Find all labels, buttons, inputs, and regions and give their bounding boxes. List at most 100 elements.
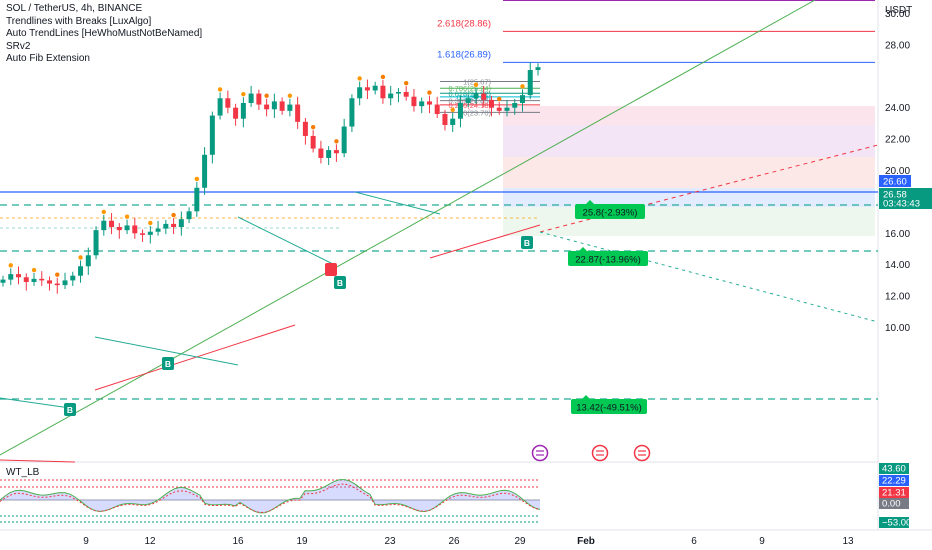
- candle-body: [23, 277, 29, 282]
- candle-body: [78, 266, 84, 276]
- target-tag: [568, 251, 648, 266]
- candle-body: [240, 102, 246, 119]
- indicator-srv2[interactable]: SRv2: [6, 40, 31, 52]
- price-tick: 20.00: [885, 166, 910, 177]
- buy-marker: [521, 236, 533, 249]
- symbol-title[interactable]: SOL / TetherUS, 4h, BINANCE: [6, 3, 143, 14]
- osc-value-label: 22.29: [882, 476, 906, 487]
- candle-body: [341, 126, 347, 154]
- price-axis-unit: USDT: [885, 5, 912, 16]
- pivot-dot: [380, 74, 386, 80]
- price-tag-last-label: 26.58: [883, 190, 907, 201]
- osc-value-tag: [879, 517, 909, 528]
- fib-label: 1.618(26.89): [437, 49, 491, 60]
- candle-body: [186, 211, 192, 220]
- candle-body: [233, 107, 239, 119]
- osc-value-label: 43.60: [882, 464, 906, 475]
- candles-group: [0, 62, 541, 294]
- pivot-dot: [8, 263, 13, 268]
- price-tag-current: [879, 175, 911, 187]
- fib-zone-2618: [503, 157, 875, 188]
- price-tick: 14.00: [885, 260, 910, 271]
- candle-body: [457, 102, 463, 119]
- candle-body: [349, 98, 355, 127]
- candle-body: [450, 118, 456, 125]
- candle-body: [31, 278, 37, 282]
- candle-body: [0, 279, 6, 283]
- pivot-dot: [217, 87, 223, 92]
- candle-body: [178, 219, 184, 228]
- fib-label: 0.786(25.24): [448, 84, 491, 93]
- osc-value-tag: [879, 463, 909, 474]
- fib-label: 0(23.70): [463, 108, 491, 117]
- candle-body: [488, 99, 494, 108]
- us-flag-event-icon[interactable]: [591, 444, 609, 462]
- pivot-dot: [403, 80, 409, 86]
- indicator-auto-fib-extension[interactable]: Auto Fib Extension: [6, 53, 90, 65]
- fib-label: 0.618(24.92): [448, 89, 491, 98]
- candle-body: [70, 275, 76, 281]
- oscillator-name[interactable]: WT_LB: [6, 467, 40, 478]
- time-tick: 9: [83, 536, 89, 547]
- candle-body: [202, 154, 208, 188]
- candle-body: [217, 98, 223, 116]
- pivot-dot: [334, 139, 339, 144]
- lightning-event-icon[interactable]: [531, 444, 549, 462]
- candle-body: [426, 101, 432, 105]
- pivot-dot: [427, 90, 432, 95]
- buy-marker-label: B: [337, 278, 343, 288]
- time-tick: 6: [691, 536, 697, 547]
- osc-value-label: 0.00: [882, 499, 901, 510]
- us-flag-event-icon[interactable]: [633, 444, 651, 462]
- fib-label: 1(25.67): [463, 77, 491, 86]
- candle-body: [473, 93, 479, 99]
- candle-body: [279, 101, 285, 111]
- time-tick: 19: [296, 536, 308, 547]
- candle-body: [264, 104, 270, 110]
- pivot-dot: [287, 93, 293, 98]
- fib-zone-4236: [503, 106, 875, 125]
- pivot-dot: [31, 267, 37, 273]
- pivot-dot: [450, 107, 455, 113]
- candle-body: [419, 101, 425, 107]
- pivot-dot: [357, 76, 362, 81]
- candle-body: [93, 230, 99, 256]
- indicator-auto-trendlines[interactable]: Auto TrendLines [HeWhoMustNotBeNamed]: [6, 28, 203, 40]
- time-tick: 16: [232, 536, 244, 547]
- pivot-dot: [78, 255, 83, 260]
- pivot-dot: [473, 82, 479, 87]
- candle-body: [434, 104, 440, 114]
- candle-body: [403, 92, 409, 97]
- candle-body: [109, 220, 115, 228]
- time-tick: 13: [842, 536, 854, 547]
- pivot-dot: [101, 209, 106, 215]
- resistance-trend-3: [354, 191, 441, 215]
- target-tag: [571, 399, 647, 414]
- target-tag-pointer: [579, 247, 587, 251]
- osc-value-tag: [879, 498, 909, 509]
- candle-body: [47, 280, 53, 284]
- target-label: 13.42(-49.51%): [576, 403, 641, 414]
- indicator-trendlines-luxalgo[interactable]: Trendlines with Breaks [LuxAlgo]: [6, 15, 152, 27]
- candle-body: [116, 227, 122, 231]
- support-trend-red-2: [429, 224, 541, 259]
- price-tick: 10.00: [885, 323, 910, 334]
- candle-body: [388, 93, 394, 99]
- candle-body: [194, 187, 200, 212]
- candle-body: [318, 148, 324, 158]
- price-tick: 30.00: [885, 9, 910, 20]
- projection-line-green: [539, 231, 879, 323]
- candle-body: [54, 283, 60, 286]
- candle-body: [380, 85, 386, 99]
- buy-marker-label: B: [524, 238, 530, 248]
- pivot-dot: [520, 84, 525, 89]
- buy-marker: [334, 276, 346, 289]
- price-tick: 12.00: [885, 292, 910, 303]
- candle-body: [62, 280, 68, 286]
- candle-body: [395, 92, 401, 94]
- osc-value-label: −53.00: [882, 518, 911, 529]
- support-trend-red: [94, 324, 296, 391]
- target-label: 25.8(-2.93%): [583, 208, 638, 219]
- time-tick: 23: [384, 536, 396, 547]
